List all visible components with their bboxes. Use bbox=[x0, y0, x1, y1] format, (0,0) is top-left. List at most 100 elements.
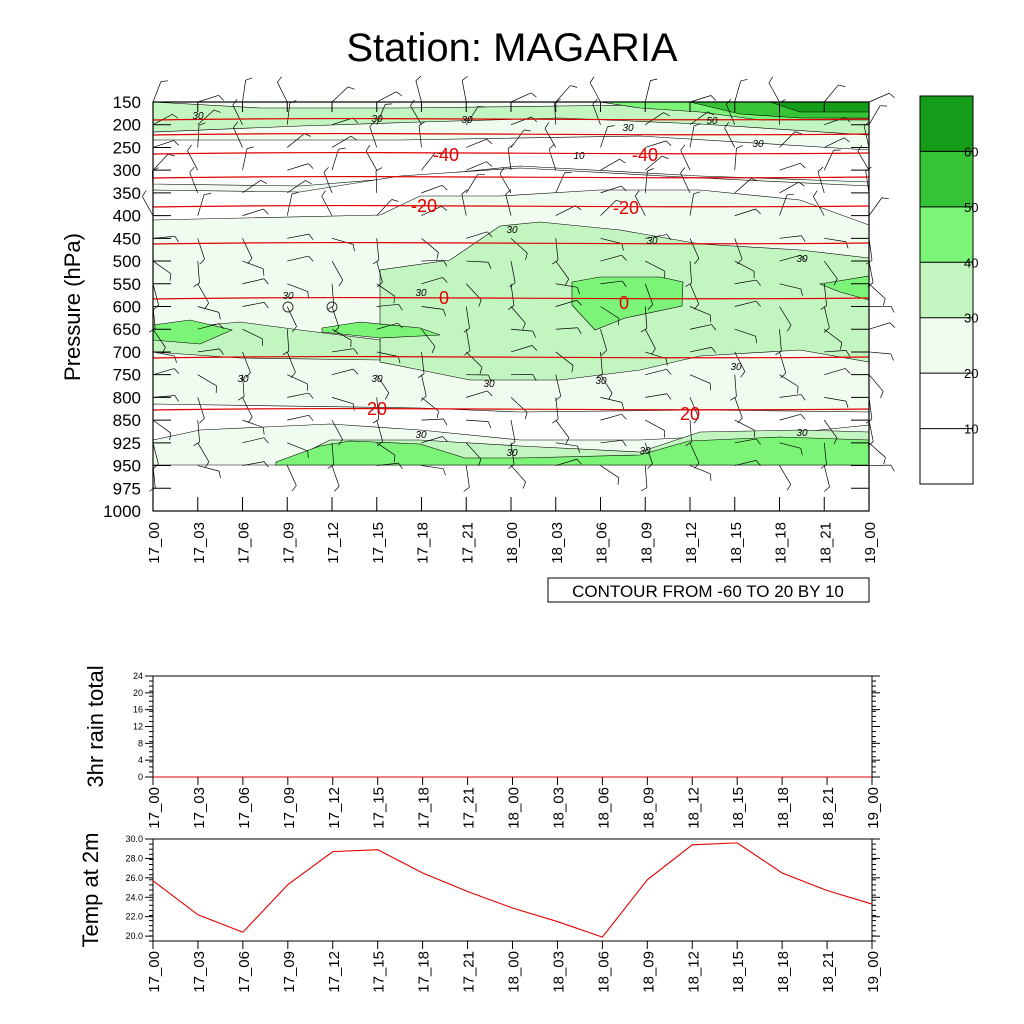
wind-barb-flag bbox=[711, 324, 717, 331]
wind-barb bbox=[689, 347, 712, 353]
x-tick-label: 17_21 bbox=[461, 951, 478, 993]
wind-barb-flag bbox=[505, 189, 512, 195]
wind-barb bbox=[242, 278, 264, 285]
wind-barb bbox=[242, 328, 263, 340]
temperature-contour-label: 20 bbox=[680, 404, 700, 424]
wind-barb bbox=[868, 92, 890, 103]
wind-barb bbox=[689, 95, 712, 103]
wind-barb bbox=[461, 193, 467, 216]
x-tick-label: 18_12 bbox=[685, 951, 702, 993]
wind-barb bbox=[555, 205, 576, 216]
wind-barb bbox=[779, 162, 801, 171]
wind-barb-flag bbox=[365, 144, 371, 152]
colorbar-label: 60 bbox=[964, 144, 978, 159]
wind-barb bbox=[510, 328, 533, 332]
wind-barb-flag bbox=[663, 112, 670, 117]
wind-barb bbox=[242, 148, 248, 171]
wind-barb-flag bbox=[651, 348, 656, 355]
x-tick-label: 17_09 bbox=[280, 522, 297, 564]
y-tick-label: 950 bbox=[113, 457, 141, 476]
wind-barb-flag bbox=[169, 273, 172, 281]
wind-barb-flag bbox=[204, 193, 212, 195]
wind-barb bbox=[689, 306, 711, 316]
wind-barb bbox=[510, 442, 515, 465]
wind-barb-flag bbox=[524, 412, 528, 420]
colorbar-swatch bbox=[920, 206, 973, 263]
wind-barb-flag bbox=[442, 309, 446, 317]
wind-barb bbox=[734, 419, 755, 431]
wind-barb-flag bbox=[768, 76, 774, 83]
wind-barb bbox=[375, 170, 378, 193]
wind-barb bbox=[734, 397, 743, 419]
wind-barb bbox=[232, 104, 243, 125]
wind-barb bbox=[197, 261, 200, 284]
x-tick-label: 18_21 bbox=[820, 787, 837, 829]
x-tick-label: 17_00 bbox=[146, 787, 163, 829]
wind-barb-flag bbox=[172, 113, 179, 119]
x-tick-label: 17_06 bbox=[236, 522, 253, 564]
wind-barb-flag bbox=[384, 392, 390, 400]
wind-barb bbox=[287, 163, 309, 171]
wind-barb bbox=[554, 102, 557, 125]
wind-barb-flag bbox=[509, 441, 516, 447]
wind-barb-flag bbox=[443, 259, 448, 267]
wind-barb-flag bbox=[263, 302, 269, 309]
wind-barb-flag bbox=[352, 244, 355, 252]
x-tick-label: 17_09 bbox=[281, 787, 298, 829]
wind-barb bbox=[689, 324, 712, 330]
wind-barb bbox=[331, 135, 352, 148]
wind-barb-flag bbox=[308, 233, 314, 240]
wind-barb bbox=[644, 283, 654, 305]
wind-barb bbox=[555, 397, 559, 420]
rain-panel: 0 4 8 12 16 20 24 17_00 17_03 17_06 17_09 17_12 17_1… bbox=[83, 665, 882, 828]
wind-barb bbox=[734, 374, 737, 397]
wind-barb bbox=[600, 306, 620, 319]
wind-barb bbox=[555, 260, 569, 280]
wind-barb bbox=[415, 80, 422, 103]
wind-barb bbox=[645, 234, 667, 239]
wind-barb-flag bbox=[218, 312, 221, 320]
temperature-contour-line bbox=[152, 132, 870, 136]
wind-barb bbox=[242, 419, 264, 428]
wind-barb bbox=[421, 152, 436, 171]
x-tick-label: 17_15 bbox=[371, 787, 388, 829]
x-tick-label: 17_09 bbox=[281, 951, 298, 993]
wind-barb-flag bbox=[710, 473, 712, 481]
wind-barb bbox=[768, 82, 780, 103]
wind-barb-flag bbox=[199, 259, 205, 265]
wind-barb bbox=[510, 92, 532, 103]
wind-barb bbox=[331, 86, 349, 103]
wind-barb bbox=[376, 199, 392, 216]
x-tick-label: 17_18 bbox=[415, 522, 432, 564]
wind-barb-flag bbox=[565, 278, 569, 286]
wind-barb bbox=[152, 442, 159, 465]
wind-barb-flag bbox=[647, 304, 653, 310]
wind-barb bbox=[644, 442, 653, 464]
wind-barb bbox=[189, 172, 199, 194]
wind-barb bbox=[421, 418, 444, 421]
wind-barb bbox=[421, 259, 444, 262]
colorbar-swatch bbox=[920, 317, 973, 374]
wind-barb-flag bbox=[160, 80, 168, 82]
wind-barb bbox=[510, 238, 528, 254]
x-tick-label: 17_15 bbox=[371, 951, 388, 993]
wind-barb-flag bbox=[621, 413, 627, 420]
speed-contour-label: 30 bbox=[483, 379, 495, 390]
wind-barb-flag bbox=[397, 356, 401, 364]
speed-contour-label: 30 bbox=[730, 362, 742, 373]
wind-barb bbox=[242, 208, 264, 216]
wind-barb-flag bbox=[398, 304, 403, 311]
x-tick-label: 18_15 bbox=[730, 787, 747, 829]
wind-barb bbox=[824, 137, 845, 148]
colorbar-label: 50 bbox=[964, 200, 978, 215]
wind-barb bbox=[868, 283, 886, 299]
wind-barb bbox=[600, 439, 623, 444]
wind-barb-flag bbox=[436, 252, 439, 260]
wind-barb-flag bbox=[617, 477, 620, 485]
wind-barb bbox=[331, 328, 352, 341]
wind-barb-flag bbox=[888, 92, 895, 98]
wind-barb bbox=[823, 306, 830, 328]
wind-barb bbox=[152, 283, 159, 306]
wind-barb bbox=[376, 104, 386, 125]
x-tick-label: 19_00 bbox=[865, 787, 882, 829]
